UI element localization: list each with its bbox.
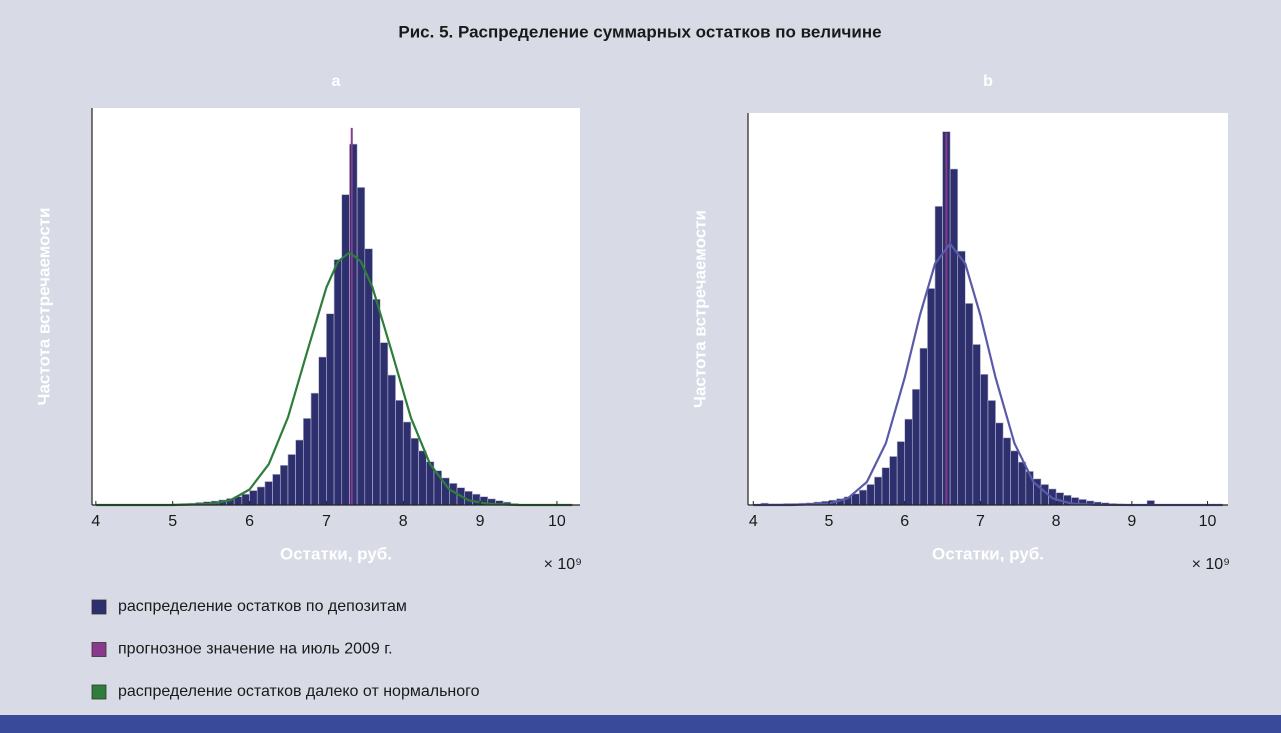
bar xyxy=(241,493,250,506)
bar xyxy=(904,418,913,506)
bar xyxy=(919,347,928,506)
bar xyxy=(1017,461,1027,506)
bar xyxy=(249,490,258,506)
bar xyxy=(1010,450,1019,506)
legend-label: прогнозное значение на июль 2009 г. xyxy=(118,641,393,658)
bar xyxy=(866,484,875,506)
x-tick-label: 9 xyxy=(476,513,485,530)
bar xyxy=(980,374,989,506)
bar xyxy=(995,422,1004,506)
legend-swatch xyxy=(91,684,107,700)
bar xyxy=(287,454,296,506)
bar xyxy=(896,441,906,506)
bar xyxy=(418,450,427,506)
bar xyxy=(333,259,343,506)
bar xyxy=(318,356,327,506)
bar xyxy=(356,187,366,506)
legend-label: распределение остатков далеко от нормаль… xyxy=(118,683,480,700)
bar xyxy=(387,374,396,506)
x-tick-label: 9 xyxy=(1127,513,1136,530)
x-tick-label: 4 xyxy=(91,513,100,530)
x-tick-label: 10 xyxy=(548,513,566,530)
bar xyxy=(349,143,358,506)
bar xyxy=(303,418,312,506)
bar xyxy=(911,388,921,506)
x-tick-label: 6 xyxy=(900,513,909,530)
bar xyxy=(851,493,860,506)
legend-swatch xyxy=(91,599,107,615)
x-tick-label: 7 xyxy=(976,513,985,530)
x-multiplier: × 10⁹ xyxy=(1192,556,1230,573)
x-tick-label: 5 xyxy=(825,513,834,530)
y-axis-label: Частота встречаемости xyxy=(690,210,709,408)
x-tick-label: 5 xyxy=(168,513,177,530)
bar xyxy=(326,313,335,506)
bar xyxy=(949,168,959,506)
legend-label: распределение остатков по депозитам xyxy=(118,598,407,615)
x-axis-label: Остатки, руб. xyxy=(932,544,1044,563)
fit-curve xyxy=(95,250,573,507)
panel-title: a xyxy=(332,73,341,90)
bar xyxy=(881,467,890,506)
bar xyxy=(402,421,412,506)
bar xyxy=(395,400,404,506)
bar xyxy=(987,400,996,506)
bar xyxy=(295,439,304,506)
x-tick-label: 4 xyxy=(749,513,758,530)
bar xyxy=(341,194,350,506)
bar xyxy=(372,298,381,506)
bar xyxy=(379,342,389,506)
x-tick-label: 8 xyxy=(399,513,408,530)
bar xyxy=(279,464,289,506)
bar xyxy=(934,206,943,506)
x-tick-label: 6 xyxy=(245,513,254,530)
x-tick-label: 8 xyxy=(1052,513,1061,530)
x-axis-label: Остатки, руб. xyxy=(280,544,392,563)
bar xyxy=(957,250,966,506)
x-multiplier: × 10⁹ xyxy=(544,556,582,573)
bar xyxy=(472,493,481,506)
bar xyxy=(972,344,981,506)
y-axis-label: Частота встречаемости xyxy=(34,208,53,406)
bar xyxy=(256,486,266,506)
bar xyxy=(889,456,898,506)
bar xyxy=(858,489,868,506)
bar xyxy=(410,437,419,506)
bar xyxy=(1002,437,1012,506)
panel-title: b xyxy=(983,73,993,90)
bar xyxy=(310,392,320,506)
legend-swatch xyxy=(91,642,107,657)
bar xyxy=(964,303,974,506)
bar xyxy=(264,481,273,506)
bar xyxy=(927,288,936,506)
bar xyxy=(874,476,883,506)
fit-curve xyxy=(753,241,1223,507)
footer-bar xyxy=(0,715,1281,733)
x-tick-label: 10 xyxy=(1199,513,1217,530)
figure-title: Рис. 5. Распределение суммарных остатков… xyxy=(398,22,881,41)
x-tick-label: 7 xyxy=(322,513,331,530)
bar xyxy=(272,474,281,506)
